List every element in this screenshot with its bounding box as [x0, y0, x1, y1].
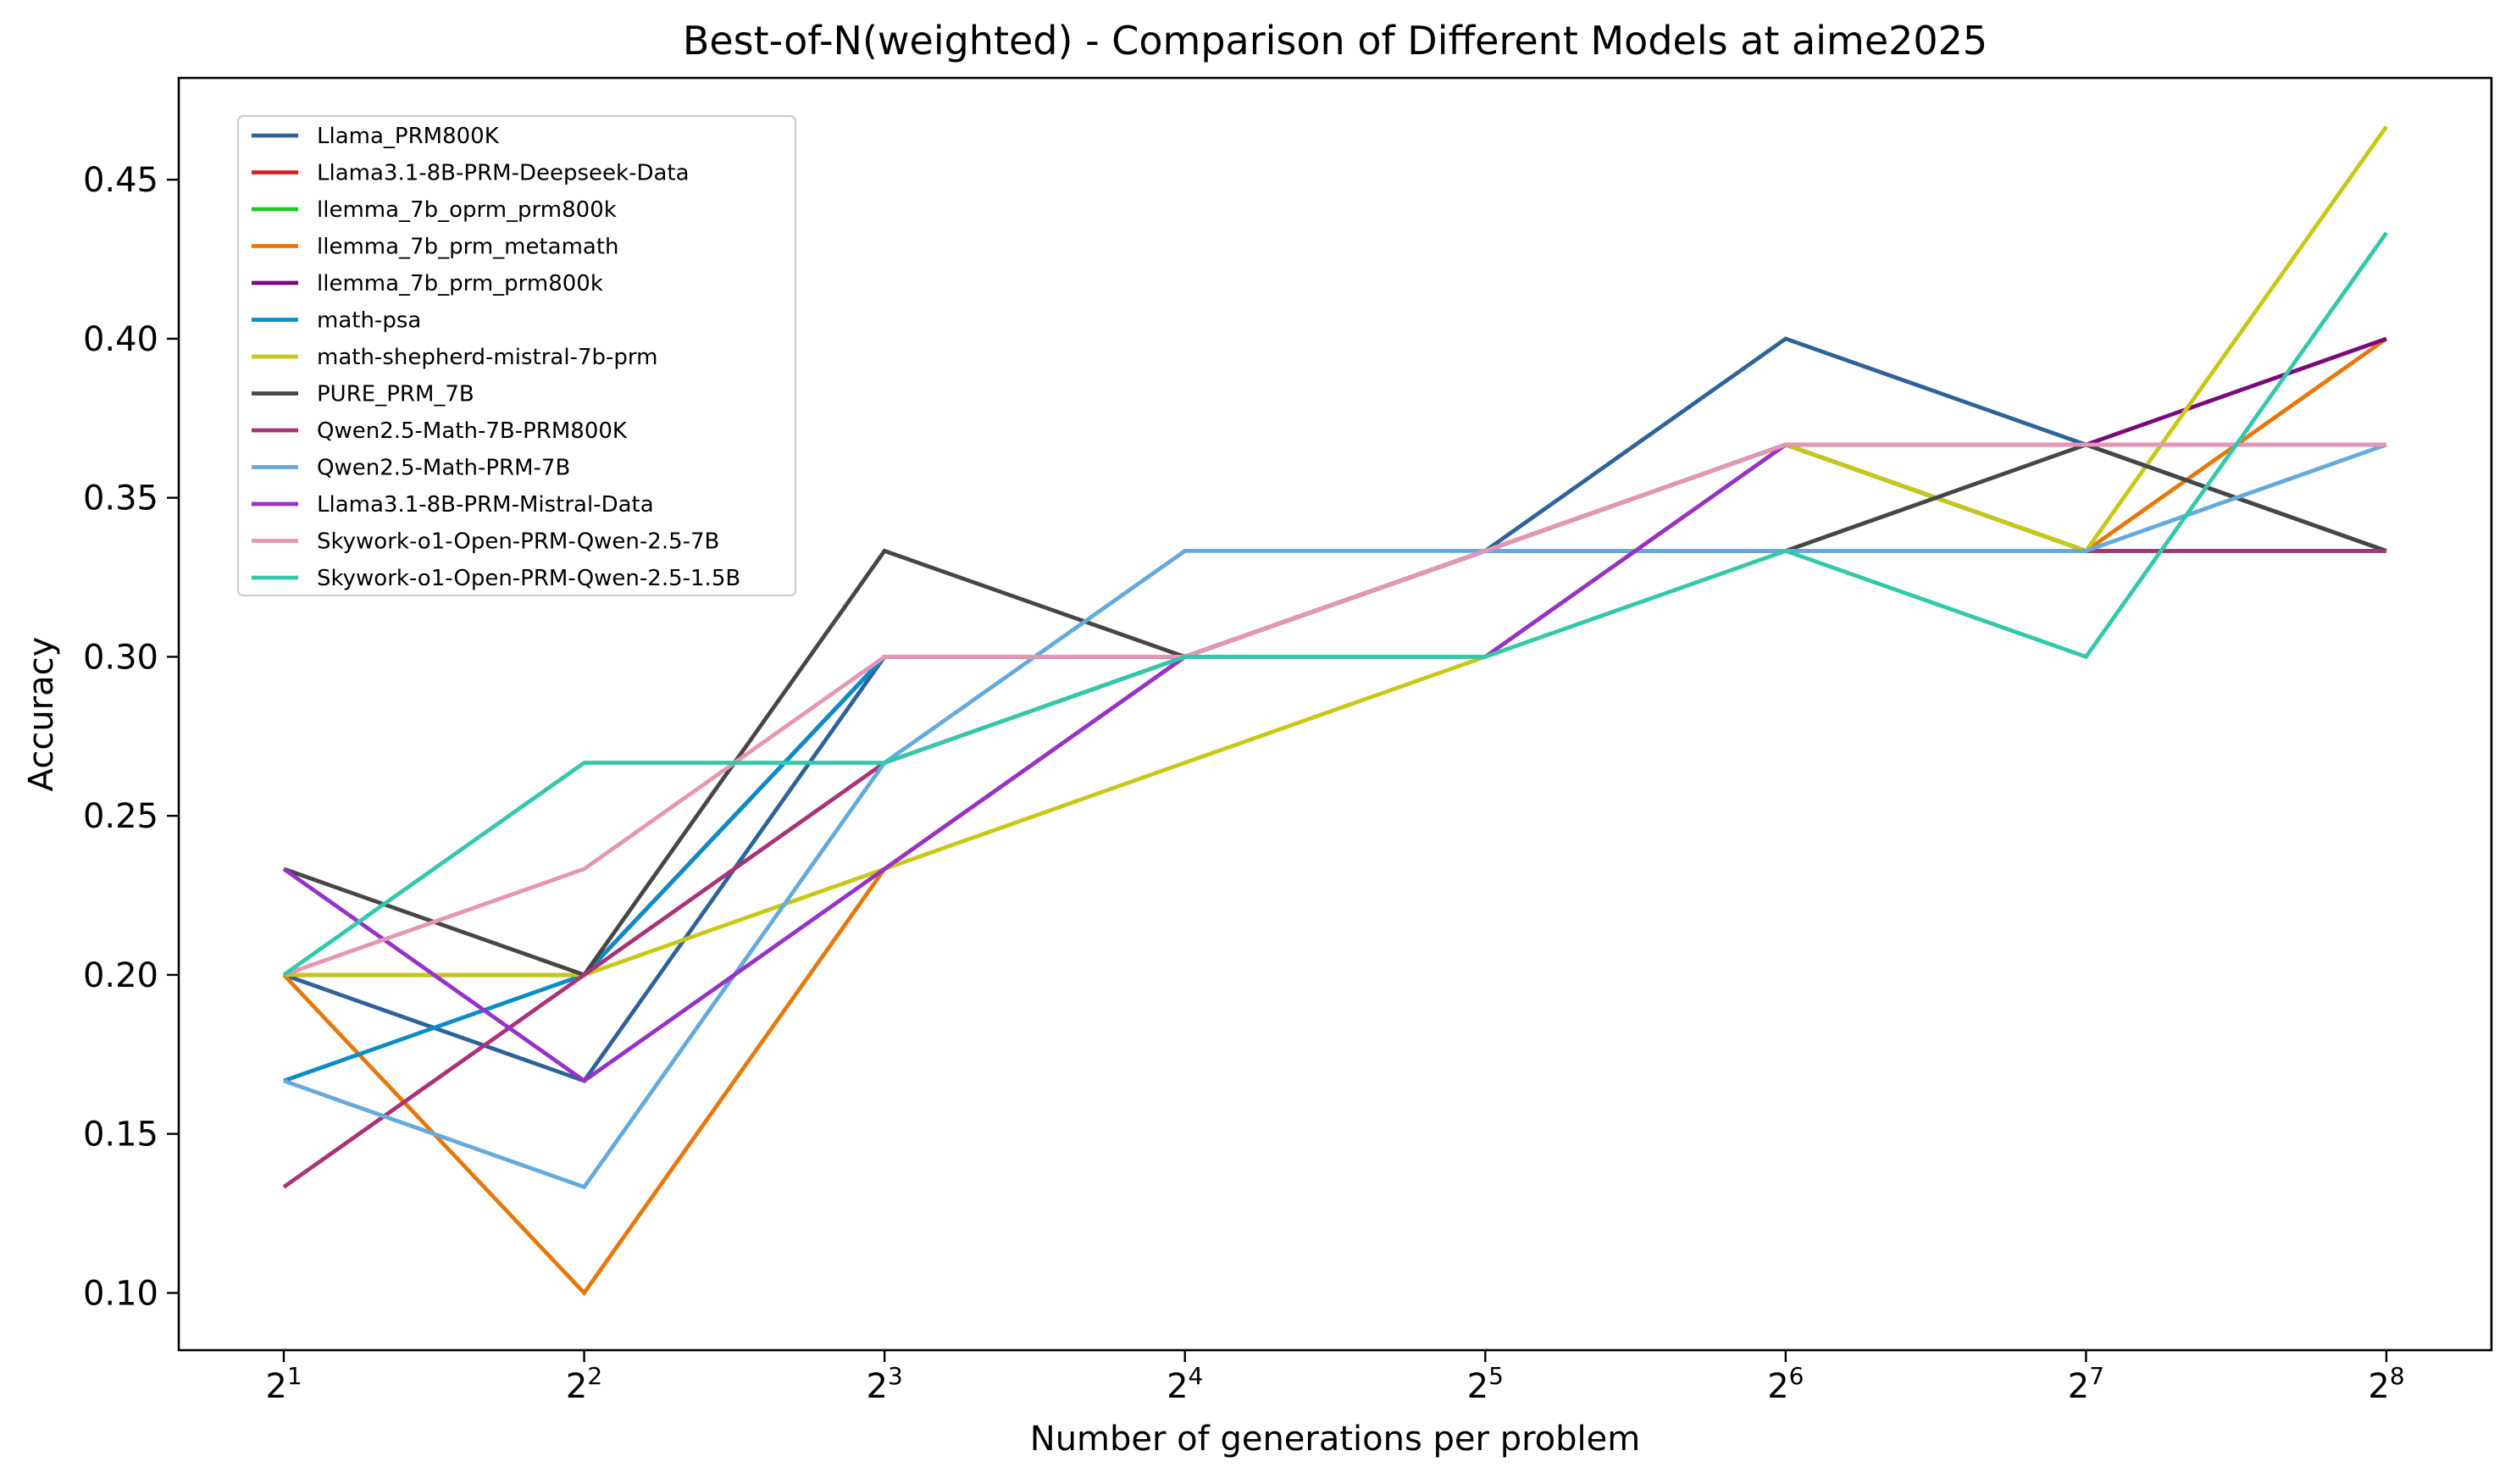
legend-label: llemma_7b_oprm_prm800k — [317, 197, 617, 223]
legend-label: llemma_7b_prm_metamath — [317, 235, 619, 260]
x-axis: 21 22 23 24 25 26 27 28 — [265, 1350, 2405, 1406]
legend-label: Skywork-o1-Open-PRM-Qwen-2.5-7B — [317, 529, 719, 555]
y-tick-label: 0.25 — [83, 797, 158, 836]
y-tick-label: 0.15 — [83, 1116, 158, 1155]
legend-label: PURE_PRM_7B — [317, 382, 474, 407]
legend-items: Llama_PRM800K Llama3.1-8B-PRM-Deepseek-Da… — [252, 124, 740, 591]
axes-frame — [177, 76, 2493, 1352]
series-lines — [282, 125, 2388, 1297]
legend-box — [236, 114, 797, 597]
x-axis-title: Number of generations per problem — [1030, 1420, 1640, 1459]
legend-label: Skywork-o1-Open-PRM-Qwen-2.5-1.5B — [317, 566, 740, 591]
y-tick-label: 0.40 — [83, 320, 158, 359]
legend-label: Qwen2.5-Math-PRM-7B — [317, 456, 570, 481]
y-tick-label: 0.45 — [83, 161, 158, 200]
legend-label: Llama3.1-8B-PRM-Mistral-Data — [317, 492, 654, 518]
x-tick-label: 26 — [1767, 1362, 1804, 1406]
legend-label: llemma_7b_prm_prm800k — [317, 271, 603, 296]
y-axis-title: Accuracy — [22, 637, 61, 792]
y-axis: 0.10 0.15 0.20 0.25 0.30 0.35 0.40 0.45 — [83, 161, 179, 1313]
legend-label: Llama3.1-8B-PRM-Deepseek-Data — [317, 161, 690, 186]
y-tick-label: 0.30 — [83, 638, 158, 677]
y-tick-label: 0.20 — [83, 956, 158, 995]
x-tick-label: 28 — [2368, 1362, 2404, 1406]
series-line-9 — [283, 442, 2387, 1190]
y-tick-label: 0.10 — [83, 1274, 158, 1313]
x-tick-label: 22 — [566, 1362, 602, 1406]
legend: Llama_PRM800K Llama3.1-8B-PRM-Deepseek-Da… — [236, 114, 797, 597]
x-tick-label: 21 — [265, 1362, 302, 1406]
legend-label: math-psa — [317, 308, 421, 334]
legend-label: Qwen2.5-Math-7B-PRM800K — [317, 418, 628, 444]
y-tick-label: 0.35 — [83, 479, 158, 518]
legend-label: Llama_PRM800K — [317, 124, 500, 149]
series-line-6 — [284, 125, 2388, 977]
plot-area — [177, 76, 2493, 1352]
legend-label: math-shepherd-mistral-7b-prm — [317, 345, 657, 370]
x-tick-label: 23 — [867, 1362, 903, 1406]
x-tick-label: 25 — [1467, 1362, 1504, 1406]
x-tick-label: 27 — [2068, 1362, 2104, 1406]
series-line-12 — [282, 231, 2388, 977]
chart-title: Best-of-N(weighted) - Comparison of Diff… — [683, 18, 1987, 64]
series-line-11 — [283, 442, 2386, 977]
x-tick-label: 24 — [1167, 1362, 1203, 1406]
